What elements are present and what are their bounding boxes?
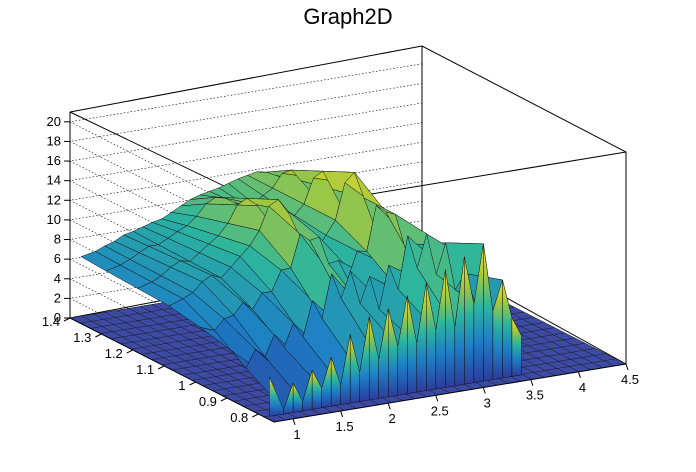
x-tick-label: 2 [389,411,396,426]
y-tick [252,413,259,418]
x-tick-label: 4.5 [621,372,639,387]
y-tick [189,381,196,386]
z-tick-label: 8 [54,232,61,247]
surface-curtain [511,317,522,377]
z-tick-label: 16 [47,153,61,168]
x-tick [292,418,296,426]
y-tick-label: 1 [178,378,185,393]
y-tick-label: 0.8 [230,410,248,425]
y-tick [95,333,102,338]
x-axis-ticks: 1 1.5 2 2.5 3 3.5 4 4.5 [292,363,639,442]
z-axis-ticks: 0 2 4 6 8 10 12 14 16 18 20 [47,114,70,325]
x-tick-label: 1 [293,427,300,442]
front-floor-edges [69,317,627,423]
back-frame-line [69,45,627,364]
x-tick [625,363,629,371]
x-tick-label: 4 [579,380,586,395]
y-tick [126,349,133,354]
y-tick-label: 1.1 [136,362,154,377]
x-tick [340,410,344,418]
y-axis-ticks: 0.8 0.9 1 1.1 1.2 1.3 1.4 [42,314,259,425]
y-tick-label: 1.3 [73,330,91,345]
x-tick-label: 3 [484,396,491,411]
x-tick [530,379,534,386]
y-tick-label: 0.9 [199,394,217,409]
y-tick-label: 1.4 [42,314,60,329]
z-tick-label: 2 [54,290,61,305]
x-tick [435,395,439,402]
z-tick-label: 10 [47,212,61,227]
y-tick [220,397,228,402]
y-tick [63,317,71,322]
y-tick [157,365,165,370]
front-edges [69,317,627,423]
z-tick-label: 0 [54,310,61,325]
z-tick-label: 12 [47,192,61,207]
x-tick [387,403,391,410]
x-tick [577,371,581,378]
z-tick-label: 6 [54,251,61,266]
surface-curtain [502,279,513,379]
z-tick-label: 14 [47,173,61,188]
z-tick-label: 4 [54,271,61,286]
x-tick-label: 3.5 [526,388,544,403]
chart-title: Graph2D [303,4,392,29]
x-tick [482,387,486,394]
z-tick-label: 20 [47,114,61,129]
surface-mesh [80,169,523,417]
x-tick-label: 1.5 [336,419,354,434]
surface-curtain [483,243,494,382]
x-tick-label: 2.5 [431,403,449,418]
y-tick-label: 1.2 [105,346,123,361]
z-tick-label: 18 [47,133,61,148]
